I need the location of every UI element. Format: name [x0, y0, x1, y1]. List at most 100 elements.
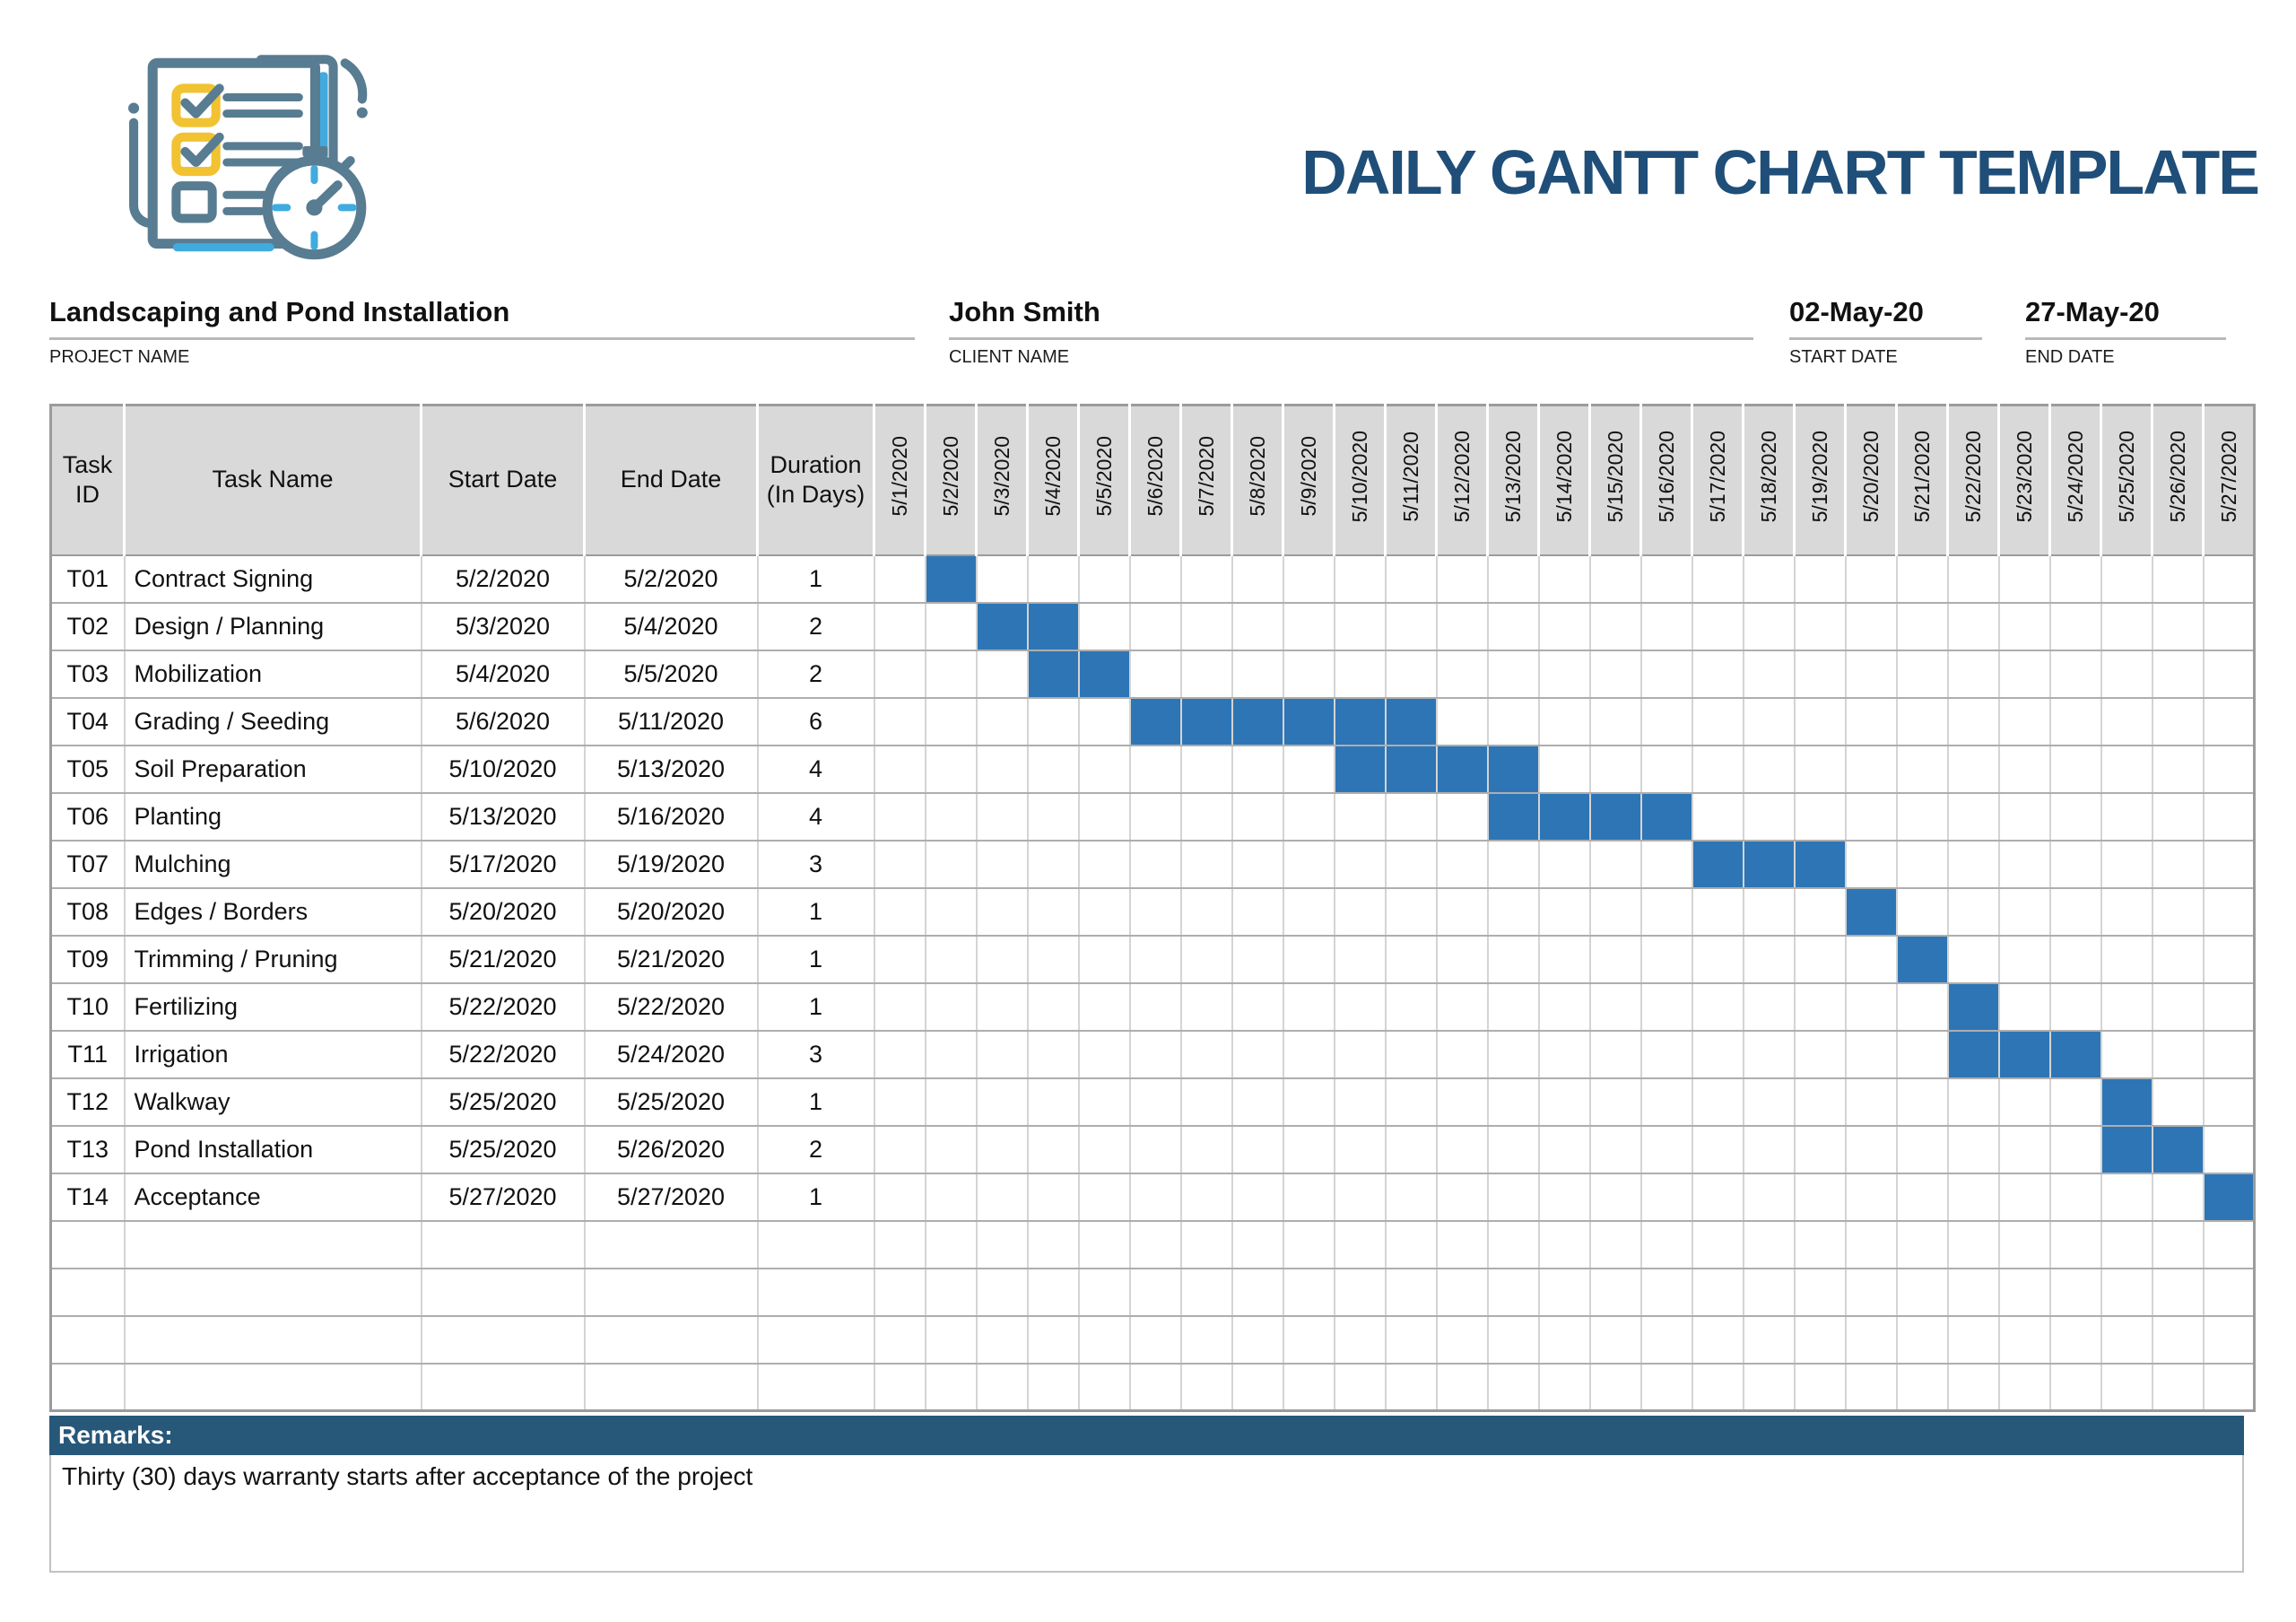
empty-gantt-cell[interactable]: [1231, 1219, 1284, 1269]
gantt-cell[interactable]: [1333, 1124, 1387, 1174]
empty-cell[interactable]: [756, 1314, 875, 1365]
gantt-cell[interactable]: [1639, 886, 1693, 937]
empty-gantt-cell[interactable]: [1486, 1362, 1540, 1412]
gantt-cell[interactable]: [1946, 1077, 2000, 1127]
empty-gantt-cell[interactable]: [2048, 1314, 2102, 1365]
gantt-cell[interactable]: [1742, 649, 1796, 699]
gantt-cell[interactable]: [1435, 886, 1489, 937]
gantt-cell[interactable]: [1997, 696, 2051, 746]
empty-gantt-cell[interactable]: [1282, 1314, 1335, 1365]
gantt-cell[interactable]: [1486, 934, 1540, 984]
gantt-cell[interactable]: [1742, 886, 1796, 937]
gantt-cell[interactable]: [1282, 1172, 1335, 1222]
gantt-cell[interactable]: [1435, 1077, 1489, 1127]
gantt-cell[interactable]: [1588, 554, 1642, 604]
gantt-cell[interactable]: [873, 934, 926, 984]
gantt-cell[interactable]: [2202, 791, 2256, 842]
start-date-cell[interactable]: 5/21/2020: [420, 934, 586, 984]
gantt-cell[interactable]: [1231, 839, 1284, 889]
gantt-cell[interactable]: [1793, 981, 1847, 1032]
gantt-cell[interactable]: [1128, 1077, 1182, 1127]
gantt-cell[interactable]: [1793, 1077, 1847, 1127]
gantt-cell[interactable]: [873, 791, 926, 842]
empty-gantt-cell[interactable]: [1537, 1267, 1591, 1317]
gantt-bar-cell[interactable]: [1333, 744, 1387, 794]
gantt-cell[interactable]: [1077, 1172, 1131, 1222]
gantt-cell[interactable]: [2048, 839, 2102, 889]
empty-gantt-cell[interactable]: [1435, 1362, 1489, 1412]
gantt-cell[interactable]: [924, 696, 978, 746]
gantt-cell[interactable]: [1128, 1172, 1182, 1222]
gantt-cell[interactable]: [1639, 744, 1693, 794]
task-id-cell[interactable]: T14: [49, 1172, 126, 1222]
gantt-cell[interactable]: [1793, 791, 1847, 842]
gantt-cell[interactable]: [1895, 1029, 1949, 1079]
gantt-bar-cell[interactable]: [975, 601, 1029, 651]
gantt-cell[interactable]: [1333, 649, 1387, 699]
gantt-cell[interactable]: [2100, 1172, 2153, 1222]
start-date-cell[interactable]: 5/22/2020: [420, 981, 586, 1032]
empty-gantt-cell[interactable]: [1844, 1267, 1898, 1317]
empty-gantt-cell[interactable]: [2151, 1314, 2205, 1365]
task-name-cell[interactable]: Fertilizing: [123, 981, 422, 1032]
task-id-cell[interactable]: T06: [49, 791, 126, 842]
gantt-cell[interactable]: [1077, 744, 1131, 794]
gantt-cell[interactable]: [975, 744, 1029, 794]
duration-cell[interactable]: 1: [756, 554, 875, 604]
gantt-cell[interactable]: [2048, 934, 2102, 984]
empty-gantt-cell[interactable]: [1077, 1219, 1131, 1269]
gantt-cell[interactable]: [1026, 791, 1080, 842]
end-date-cell[interactable]: 5/2/2020: [583, 554, 759, 604]
gantt-cell[interactable]: [975, 554, 1029, 604]
gantt-cell[interactable]: [924, 981, 978, 1032]
gantt-cell[interactable]: [1026, 1124, 1080, 1174]
gantt-cell[interactable]: [1997, 1172, 2051, 1222]
gantt-bar-cell[interactable]: [1128, 696, 1182, 746]
gantt-cell[interactable]: [1231, 744, 1284, 794]
gantt-cell[interactable]: [1588, 601, 1642, 651]
end-date-cell[interactable]: 5/4/2020: [583, 601, 759, 651]
gantt-cell[interactable]: [2202, 601, 2256, 651]
gantt-cell[interactable]: [1793, 1029, 1847, 1079]
gantt-cell[interactable]: [1537, 696, 1591, 746]
gantt-cell[interactable]: [1077, 981, 1131, 1032]
gantt-bar-cell[interactable]: [1026, 649, 1080, 699]
empty-cell[interactable]: [49, 1362, 126, 1412]
duration-cell[interactable]: 2: [756, 1124, 875, 1174]
start-date-cell[interactable]: 5/10/2020: [420, 744, 586, 794]
gantt-cell[interactable]: [873, 601, 926, 651]
gantt-cell[interactable]: [1588, 1124, 1642, 1174]
gantt-cell[interactable]: [1384, 1124, 1438, 1174]
gantt-bar-cell[interactable]: [1639, 791, 1693, 842]
gantt-cell[interactable]: [924, 839, 978, 889]
gantt-cell[interactable]: [1691, 1172, 1744, 1222]
empty-gantt-cell[interactable]: [2151, 1267, 2205, 1317]
gantt-cell[interactable]: [1333, 601, 1387, 651]
gantt-bar-cell[interactable]: [1486, 791, 1540, 842]
gantt-cell[interactable]: [2048, 649, 2102, 699]
empty-gantt-cell[interactable]: [1333, 1362, 1387, 1412]
gantt-bar-cell[interactable]: [1384, 696, 1438, 746]
empty-cell[interactable]: [756, 1219, 875, 1269]
gantt-cell[interactable]: [873, 1029, 926, 1079]
gantt-cell[interactable]: [1639, 934, 1693, 984]
gantt-cell[interactable]: [873, 981, 926, 1032]
gantt-cell[interactable]: [1026, 1077, 1080, 1127]
gantt-cell[interactable]: [1077, 934, 1131, 984]
gantt-cell[interactable]: [1384, 1172, 1438, 1222]
gantt-cell[interactable]: [1179, 601, 1233, 651]
empty-gantt-cell[interactable]: [1639, 1219, 1693, 1269]
gantt-cell[interactable]: [1844, 696, 1898, 746]
gantt-cell[interactable]: [1537, 649, 1591, 699]
empty-gantt-cell[interactable]: [1691, 1314, 1744, 1365]
empty-gantt-cell[interactable]: [1997, 1219, 2051, 1269]
empty-gantt-cell[interactable]: [1588, 1314, 1642, 1365]
empty-gantt-cell[interactable]: [1384, 1314, 1438, 1365]
gantt-cell[interactable]: [1844, 1029, 1898, 1079]
gantt-cell[interactable]: [1639, 1029, 1693, 1079]
gantt-cell[interactable]: [873, 1124, 926, 1174]
gantt-cell[interactable]: [1793, 554, 1847, 604]
gantt-cell[interactable]: [1946, 649, 2000, 699]
gantt-cell[interactable]: [1742, 1029, 1796, 1079]
empty-gantt-cell[interactable]: [2100, 1267, 2153, 1317]
